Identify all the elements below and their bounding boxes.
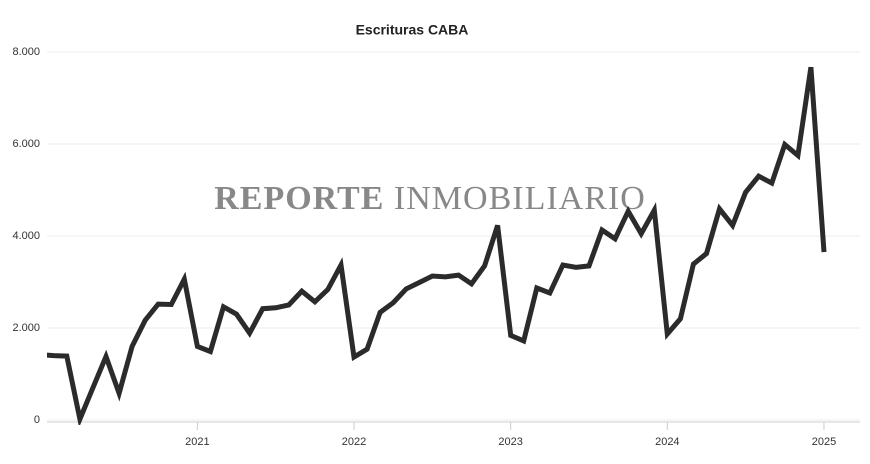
x-tick-label: 2021 bbox=[185, 436, 209, 448]
plot-area bbox=[47, 66, 827, 425]
y-tick-label: 0 bbox=[34, 414, 40, 426]
y-tick-label: 4.000 bbox=[12, 230, 40, 242]
data-line bbox=[47, 66, 827, 425]
watermark-rest: INMOBILIARIO bbox=[394, 180, 646, 217]
watermark: REPORTE INMOBILIARIO bbox=[214, 180, 646, 217]
x-tick-label: 2024 bbox=[655, 436, 679, 448]
x-tick-label: 2023 bbox=[498, 436, 522, 448]
chart-title: Escrituras CABA bbox=[356, 22, 469, 38]
y-tick-label: 8.000 bbox=[12, 46, 40, 58]
y-tick-label: 2.000 bbox=[12, 322, 40, 334]
watermark-bold: REPORTE bbox=[214, 180, 384, 217]
x-tick-label: 2025 bbox=[812, 436, 836, 448]
y-tick-label: 6.000 bbox=[12, 138, 40, 150]
x-tick-label: 2022 bbox=[342, 436, 366, 448]
